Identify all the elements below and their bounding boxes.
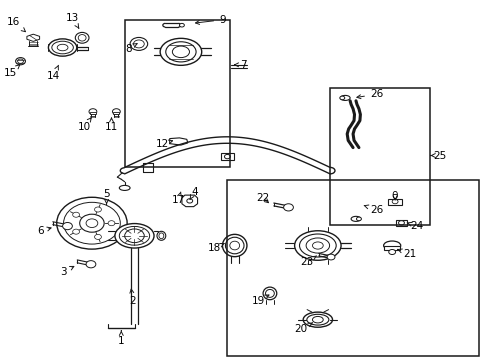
Circle shape	[391, 199, 397, 204]
Circle shape	[283, 204, 293, 211]
Text: 14: 14	[47, 65, 61, 81]
Ellipse shape	[16, 58, 25, 65]
Circle shape	[186, 199, 192, 203]
Text: 26: 26	[364, 204, 383, 215]
Ellipse shape	[222, 234, 246, 257]
Ellipse shape	[52, 41, 73, 54]
Ellipse shape	[75, 32, 89, 43]
Ellipse shape	[294, 231, 341, 260]
Circle shape	[57, 197, 127, 249]
Ellipse shape	[229, 241, 239, 250]
Ellipse shape	[18, 59, 23, 63]
Bar	[124, 20, 229, 167]
Ellipse shape	[350, 216, 360, 221]
Circle shape	[86, 219, 98, 228]
Text: 16: 16	[7, 17, 25, 32]
Circle shape	[73, 212, 80, 217]
Circle shape	[133, 40, 144, 48]
Ellipse shape	[312, 316, 323, 323]
Circle shape	[94, 234, 101, 239]
Bar	[227, 180, 478, 356]
Text: 15: 15	[4, 65, 20, 78]
Ellipse shape	[225, 237, 244, 254]
Circle shape	[62, 222, 72, 230]
Text: 19: 19	[251, 295, 268, 306]
Circle shape	[89, 109, 97, 114]
Ellipse shape	[383, 241, 400, 250]
Circle shape	[326, 254, 334, 260]
Ellipse shape	[303, 312, 332, 327]
Bar	[90, 112, 96, 114]
Ellipse shape	[165, 42, 196, 62]
Text: 17: 17	[171, 192, 185, 205]
Ellipse shape	[172, 46, 189, 58]
Circle shape	[108, 221, 115, 226]
Ellipse shape	[306, 314, 328, 325]
Text: 18: 18	[207, 243, 224, 253]
Ellipse shape	[340, 95, 349, 100]
Text: 12: 12	[155, 139, 172, 149]
Ellipse shape	[78, 35, 86, 41]
Text: 13: 13	[65, 13, 79, 28]
Ellipse shape	[312, 242, 323, 249]
Text: 25: 25	[430, 150, 446, 161]
Ellipse shape	[157, 231, 165, 240]
Bar	[383, 246, 400, 250]
Text: 8: 8	[124, 44, 137, 54]
Ellipse shape	[159, 233, 163, 239]
Polygon shape	[182, 195, 197, 207]
Ellipse shape	[119, 185, 130, 190]
Ellipse shape	[265, 289, 274, 297]
Circle shape	[86, 261, 96, 268]
Circle shape	[63, 202, 120, 244]
Text: 11: 11	[104, 118, 118, 132]
Text: 5: 5	[103, 189, 110, 204]
Text: 3: 3	[60, 266, 74, 277]
Text: 24: 24	[407, 221, 423, 231]
Ellipse shape	[57, 44, 68, 51]
Text: 4: 4	[190, 186, 198, 199]
Text: 10: 10	[78, 118, 91, 132]
Circle shape	[112, 109, 120, 114]
Ellipse shape	[48, 39, 77, 56]
Ellipse shape	[299, 234, 336, 257]
Circle shape	[73, 229, 80, 234]
Circle shape	[388, 249, 395, 255]
Text: 20: 20	[294, 323, 312, 334]
Ellipse shape	[115, 224, 154, 248]
Circle shape	[94, 207, 101, 212]
Bar	[329, 88, 429, 225]
Text: 21: 21	[397, 249, 416, 259]
Polygon shape	[27, 34, 40, 41]
Text: 6: 6	[37, 226, 51, 236]
Circle shape	[356, 217, 361, 221]
Text: 7: 7	[234, 60, 246, 70]
Ellipse shape	[160, 39, 201, 66]
Text: 2: 2	[129, 289, 136, 306]
Text: 22: 22	[256, 193, 269, 203]
Ellipse shape	[305, 238, 329, 253]
Polygon shape	[169, 138, 187, 145]
Circle shape	[339, 96, 344, 100]
Bar	[113, 112, 119, 114]
Circle shape	[130, 37, 147, 50]
Bar	[395, 220, 406, 226]
Text: θ: θ	[391, 191, 398, 201]
Circle shape	[398, 221, 404, 225]
Circle shape	[80, 214, 104, 232]
Circle shape	[224, 154, 230, 159]
Circle shape	[179, 23, 184, 27]
Text: 1: 1	[118, 331, 124, 346]
Text: 9: 9	[195, 15, 225, 25]
Ellipse shape	[263, 287, 276, 300]
Bar	[387, 199, 401, 205]
Bar	[220, 153, 234, 160]
Ellipse shape	[119, 226, 149, 245]
Text: 26: 26	[356, 89, 383, 99]
Text: 23: 23	[300, 256, 316, 267]
Ellipse shape	[124, 229, 144, 243]
